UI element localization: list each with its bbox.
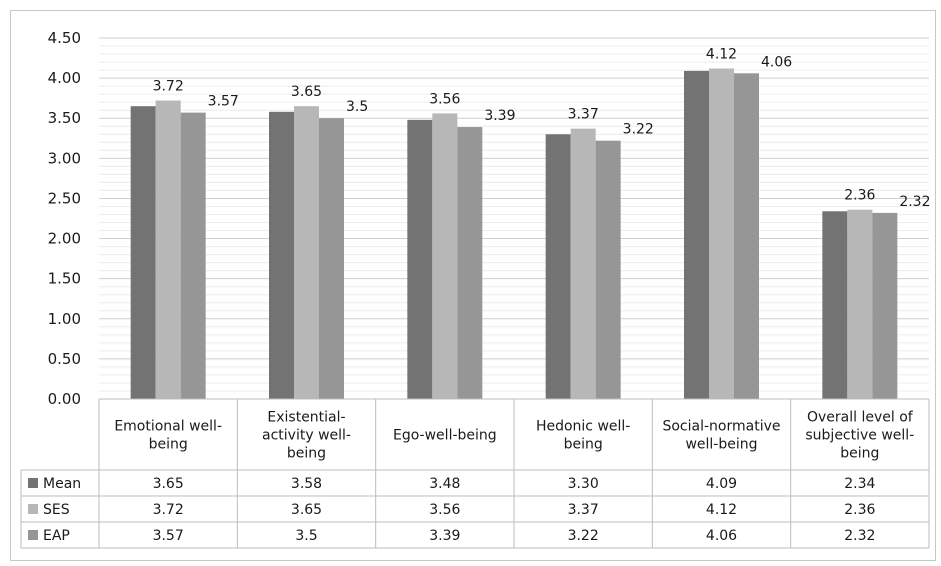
data-label-eap-1: 3.57 — [208, 94, 239, 110]
bar-eap-6 — [872, 212, 898, 399]
category-label-5: Social-normative — [662, 419, 780, 435]
table-cell-ses-2: 3.65 — [291, 502, 322, 518]
table-cell-eap-3: 3.39 — [429, 528, 460, 544]
y-tick-label: 2.50 — [48, 189, 81, 207]
data-label-eap-5: 4.06 — [761, 54, 792, 70]
data-label-ses-6: 2.36 — [844, 188, 875, 204]
data-label-ses-4: 3.37 — [568, 107, 599, 123]
category-label-5: well-being — [685, 437, 757, 453]
legend-label-eap: EAP — [43, 528, 70, 544]
gridlines — [99, 37, 929, 392]
table-cell-eap-6: 2.32 — [844, 528, 875, 544]
data-labels: 3.72 3.65 3.56 3.37 4.12 2.36 3.57 3.5 3.39 3.22 4… — [153, 46, 931, 209]
category-label-4: Hedonic well- — [536, 419, 630, 435]
table-cell-eap-2: 3.5 — [295, 528, 317, 544]
table-cell-ses-5: 4.12 — [706, 502, 737, 518]
data-label-ses-3: 3.56 — [429, 91, 460, 107]
table-cell-mean-3: 3.48 — [429, 476, 460, 492]
category-label-2: activity well- — [262, 428, 351, 444]
category-label-3: Ego-well-being — [393, 428, 497, 444]
table-cell-ses-4: 3.37 — [568, 502, 599, 518]
table-cell-mean-2: 3.58 — [291, 476, 322, 492]
bar-chart: 0.00 0.50 1.00 1.50 2.00 2.50 3.00 3.50 4.00 4.50… — [20, 29, 931, 549]
legend-swatch-eap — [28, 530, 38, 540]
bar-mean-2 — [269, 111, 294, 399]
bar-eap-2 — [319, 118, 344, 399]
bar-ses-6 — [847, 209, 873, 399]
y-tick-label: 4.50 — [48, 29, 81, 47]
table-cell-eap-1: 3.57 — [153, 528, 184, 544]
y-tick-label: 1.00 — [48, 310, 81, 328]
data-label-eap-2: 3.5 — [346, 99, 368, 115]
category-label-6: being — [840, 446, 879, 462]
table-cell-ses-6: 2.36 — [844, 502, 875, 518]
data-label-ses-5: 4.12 — [706, 46, 737, 62]
category-label-1: being — [149, 437, 188, 453]
y-tick-label: 3.50 — [48, 109, 81, 127]
bar-ses-3 — [432, 113, 458, 400]
data-table: Emotional well-being Existential-activity… — [20, 398, 930, 549]
table-cell-ses-1: 3.72 — [153, 502, 184, 518]
category-label-2: Existential- — [267, 410, 345, 426]
legend-swatch-mean — [28, 478, 38, 488]
data-label-ses-2: 3.65 — [291, 84, 322, 100]
bar-eap-3 — [457, 127, 483, 400]
legend-label-mean: Mean — [43, 476, 81, 492]
table-cell-ses-3: 3.56 — [429, 502, 460, 518]
data-label-eap-4: 3.22 — [623, 122, 654, 138]
category-label-2: being — [287, 446, 326, 462]
bar-mean-4 — [545, 134, 571, 399]
bar-mean-5 — [684, 70, 709, 399]
table-cell-mean-5: 4.09 — [706, 476, 737, 492]
bar-eap-4 — [595, 140, 621, 399]
table-cell-eap-4: 3.22 — [568, 528, 599, 544]
y-tick-label: 0.00 — [48, 390, 81, 408]
category-label-4: being — [564, 437, 603, 453]
y-tick-label: 4.00 — [48, 69, 81, 87]
bar-ses-5 — [709, 68, 734, 400]
table-cell-mean-4: 3.30 — [568, 476, 599, 492]
data-label-eap-3: 3.39 — [484, 108, 515, 124]
chart-frame: 0.00 0.50 1.00 1.50 2.00 2.50 3.00 3.50 4.00 4.50… — [10, 10, 936, 561]
bar-ses-1 — [155, 100, 181, 399]
y-axis-ticks: 0.00 0.50 1.00 1.50 2.00 2.50 3.00 3.50 4.00 4.50 — [48, 29, 81, 408]
y-tick-label: 0.50 — [48, 350, 81, 368]
bar-mean-6 — [822, 211, 848, 399]
y-tick-label: 3.00 — [48, 149, 81, 167]
category-label-6: Overall level of — [807, 410, 914, 426]
bar-ses-2 — [294, 106, 319, 399]
category-label-6: subjective well- — [805, 428, 914, 444]
data-label-ses-1: 3.72 — [153, 79, 184, 95]
table-cell-mean-6: 2.34 — [844, 476, 875, 492]
table-cell-mean-1: 3.65 — [153, 476, 184, 492]
bar-mean-3 — [407, 119, 433, 400]
bar-ses-4 — [570, 128, 596, 399]
table-cell-eap-5: 4.06 — [706, 528, 737, 544]
bars — [130, 68, 898, 400]
bar-eap-1 — [180, 112, 206, 400]
bar-mean-1 — [130, 106, 156, 399]
y-tick-label: 1.50 — [48, 270, 81, 288]
category-label-1: Emotional well- — [114, 419, 222, 435]
bar-eap-5 — [734, 73, 759, 399]
y-tick-label: 2.00 — [48, 230, 81, 248]
legend-swatch-ses — [28, 504, 38, 514]
data-label-eap-6: 2.32 — [899, 194, 930, 210]
legend-label-ses: SES — [43, 502, 70, 518]
